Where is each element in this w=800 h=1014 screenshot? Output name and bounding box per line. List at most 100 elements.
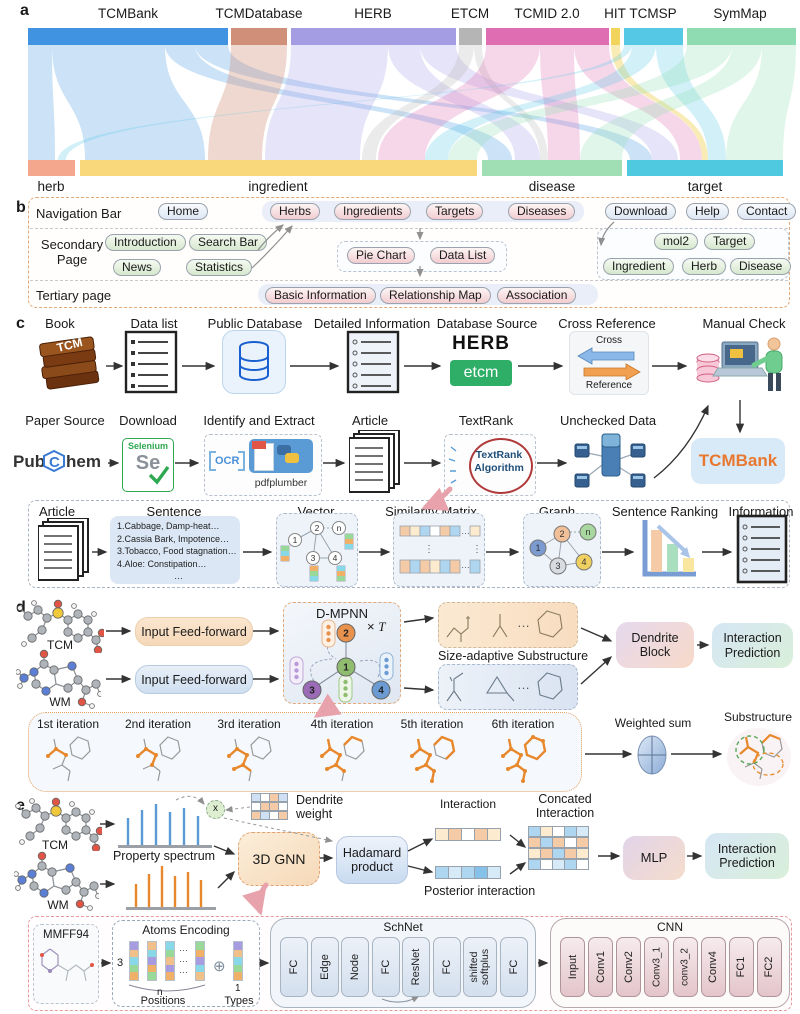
ocr-badge: OCR [209, 451, 245, 471]
step-label-textrank: TextRank [458, 413, 514, 428]
navigation-bar-label: Navigation Bar [36, 206, 122, 221]
mlp-box: MLP [623, 836, 685, 880]
unchecked-data-icon [574, 433, 646, 488]
substructure-box-bottom: … [438, 664, 578, 710]
svg-text:4: 4 [581, 557, 586, 567]
tertiary-basic-information[interactable]: Basic Information [265, 287, 376, 304]
oplus-icon: ⊕ [213, 958, 226, 975]
secondary-disease[interactable]: Disease [730, 258, 792, 275]
sankey-source-label: TCMID 2.0 [514, 6, 580, 21]
secondary-introduction[interactable]: Introduction [105, 234, 186, 251]
sankey-node-tcmdatabase [231, 28, 287, 45]
step-label-identify-extract: Identify and Extract [203, 413, 315, 428]
weighted-sum-icon [637, 735, 667, 775]
reference-label: Reference [585, 380, 633, 391]
step-label-cross-reference: Cross Reference [558, 316, 656, 331]
identify-extract-box: OCR pdfplumber [204, 434, 322, 496]
step-label-unchecked-data: Unchecked Data [559, 413, 657, 428]
tcm-molecule-label: TCM [47, 638, 73, 652]
secondary-ingredient[interactable]: Ingredient [603, 258, 675, 275]
sankey-source-label: ETCM [450, 6, 490, 21]
textrank-box: TextRank Algorithm [444, 434, 536, 496]
sankey-node-symmap [687, 28, 796, 45]
panel-a-tag: a [20, 2, 29, 19]
iteration-label: 2nd iteration [124, 717, 192, 731]
svg-text:hem: hem [66, 452, 101, 471]
secondary-page-label: Secondary Page [40, 237, 104, 267]
schnet-layer-resnet: ResNet [402, 937, 431, 997]
etcm-logo: etcm [450, 360, 512, 386]
col-dots: ……… [179, 943, 188, 975]
svg-text:4: 4 [333, 553, 338, 563]
step-label-data-list: Data list [130, 316, 178, 331]
types-count: 1 [235, 983, 241, 994]
svg-text:4: 4 [378, 686, 384, 697]
secondary-mol2[interactable]: mol2 [654, 233, 699, 250]
weighted-sum-label: Weighted sum [614, 716, 692, 730]
schnet-layer-fc2: FC [371, 937, 400, 997]
step-label-sentence-ranking: Sentence Ranking [611, 504, 719, 519]
textrank-line2: Algorithm [474, 462, 524, 474]
svg-text:n: n [585, 527, 590, 537]
secondary-pie-chart[interactable]: Pie Chart [347, 247, 416, 264]
step-label-manual-check: Manual Check [702, 316, 786, 331]
iterations-box [28, 712, 582, 792]
step-label-public-database: Public Database [207, 316, 303, 331]
n-label: n [157, 987, 163, 998]
gnn-box: 3D GNN [238, 832, 320, 886]
times-t-label: × T [367, 619, 386, 634]
svg-text:2: 2 [343, 629, 349, 640]
svg-text:…: … [461, 560, 470, 570]
schnet-layer-fc4: FC [499, 937, 528, 997]
cnn-layer-conv2: Conv2 [616, 937, 642, 997]
cnn-layer-input: Input [560, 937, 585, 997]
cnn-layer-conv4: Conv4 [700, 937, 726, 997]
dendrite-block: Dendrite Block [616, 622, 694, 668]
input-feedforward-top: Input Feed-forward [135, 617, 253, 646]
positions-label: Positions [140, 995, 186, 1007]
svg-text:Pub: Pub [13, 452, 45, 471]
secondary-data-list[interactable]: Data List [430, 247, 496, 264]
nav-diseases[interactable]: Diseases [508, 203, 576, 220]
article-icon [38, 518, 89, 581]
interaction-prediction-d: Interaction Prediction [712, 623, 793, 668]
panel-c-tag: c [16, 315, 25, 332]
pdfplumber-label: pdfplumber [254, 477, 308, 489]
sankey-source-label: HIT [604, 6, 626, 21]
selenium-se: Se [135, 452, 161, 474]
svg-text:C: C [49, 454, 60, 471]
step-label-article: Article [351, 413, 389, 428]
size-adaptive-label: Size-adaptive Substructure [438, 649, 589, 663]
secondary-statistics[interactable]: Statistics [186, 259, 253, 276]
iteration-label: 6th iteration [491, 717, 555, 731]
secondary-target[interactable]: Target [704, 233, 756, 250]
cnn-box: CNN Input Conv1 Conv2 Conv3_1 conv3_2 Co… [550, 918, 790, 1008]
sankey-target-label: target [687, 179, 723, 194]
nav-home[interactable]: Home [158, 203, 209, 220]
dendrite-weight-grid [251, 793, 292, 820]
cross-reference-icon: Cross Reference [569, 331, 649, 395]
sankey-target-label: disease [528, 179, 576, 194]
nav-contact[interactable]: Contact [737, 203, 797, 220]
substructure-box-top: … [438, 602, 578, 648]
secondary-herb[interactable]: Herb [682, 258, 727, 275]
nav-herbs[interactable]: Herbs [270, 203, 321, 220]
nav-help[interactable]: Help [686, 203, 729, 220]
svg-text:…: … [461, 526, 470, 536]
nav-download[interactable]: Download [605, 203, 677, 220]
secondary-news[interactable]: News [113, 259, 162, 276]
textrank-line1: TextRank [475, 449, 523, 461]
pdf-python-icon [249, 439, 313, 473]
public-database-icon [222, 330, 286, 394]
tertiary-relationship-map[interactable]: Relationship Map [380, 287, 491, 304]
sankey-node-herb-db [291, 28, 456, 45]
cnn-layer-conv3-2: conv3_2 [672, 937, 698, 997]
wm-molecule-label: WM [49, 695, 71, 709]
concated-grid [528, 826, 595, 870]
tertiary-association[interactable]: Association [497, 287, 577, 304]
nav-ingredients[interactable]: Ingredients [334, 203, 412, 220]
nav-targets[interactable]: Targets [426, 203, 484, 220]
secondary-search-bar[interactable]: Search Bar [189, 234, 268, 251]
sankey-node-ingredient [80, 160, 477, 176]
